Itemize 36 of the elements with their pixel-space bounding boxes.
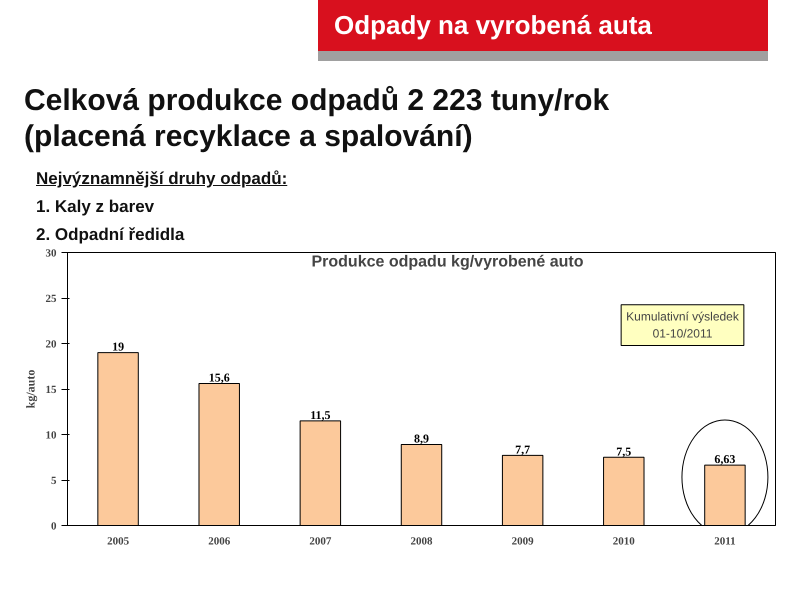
bar	[704, 465, 746, 526]
data-label: 7,7	[515, 442, 530, 457]
y-tick-label: 10	[46, 430, 57, 442]
y-tick-label: 5	[51, 475, 57, 488]
y-axis-title: kg/auto	[24, 370, 38, 409]
data-label: 6,63	[714, 452, 736, 467]
bar	[97, 352, 139, 526]
x-tick-label: 2005	[107, 536, 130, 548]
annotation: Kumulativní výsledek 01-10/2011	[626, 310, 740, 341]
text: Nejvýznamnější druhy odpadů:	[36, 169, 288, 189]
data-label: 8,9	[414, 432, 429, 446]
bar	[300, 420, 342, 526]
text: 1. Kaly z barev	[36, 197, 154, 218]
data-label: 7,5	[616, 444, 632, 459]
data-label: 11,5	[310, 408, 331, 422]
text: Celková produkce odpadů 2 223 tuny/rok (placená recyklace a spalování)	[24, 83, 610, 155]
x-tick-label: 2011	[714, 536, 736, 548]
x-tick-label: 2008	[410, 536, 433, 548]
x-tick-label: 2006	[208, 536, 231, 548]
bar	[603, 457, 645, 526]
x-tick-label: 2007	[309, 536, 332, 548]
y-tick-label: 25	[46, 293, 57, 306]
y-tick-label: 0	[51, 520, 57, 533]
y-tick-label: 20	[46, 338, 57, 351]
bar	[198, 383, 240, 526]
x-tick-label: 2010	[612, 536, 636, 548]
text: Odpady na vyrobená auta	[318, 0, 768, 61]
x-tick-label: 2009	[512, 536, 534, 548]
y-tick-label: 30	[46, 248, 57, 260]
y-tick-label: 15	[46, 384, 57, 396]
data-label: 15,6	[208, 370, 230, 385]
bar	[400, 444, 442, 526]
chart-title: Produkce odpadu kg/vyrobené auto	[311, 254, 584, 271]
text: 2. Odpadní ředidla	[36, 225, 184, 246]
bar	[502, 455, 544, 526]
data-label: 19	[112, 340, 124, 354]
